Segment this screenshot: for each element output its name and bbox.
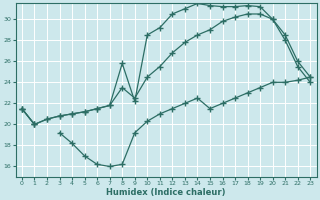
X-axis label: Humidex (Indice chaleur): Humidex (Indice chaleur) — [106, 188, 226, 197]
